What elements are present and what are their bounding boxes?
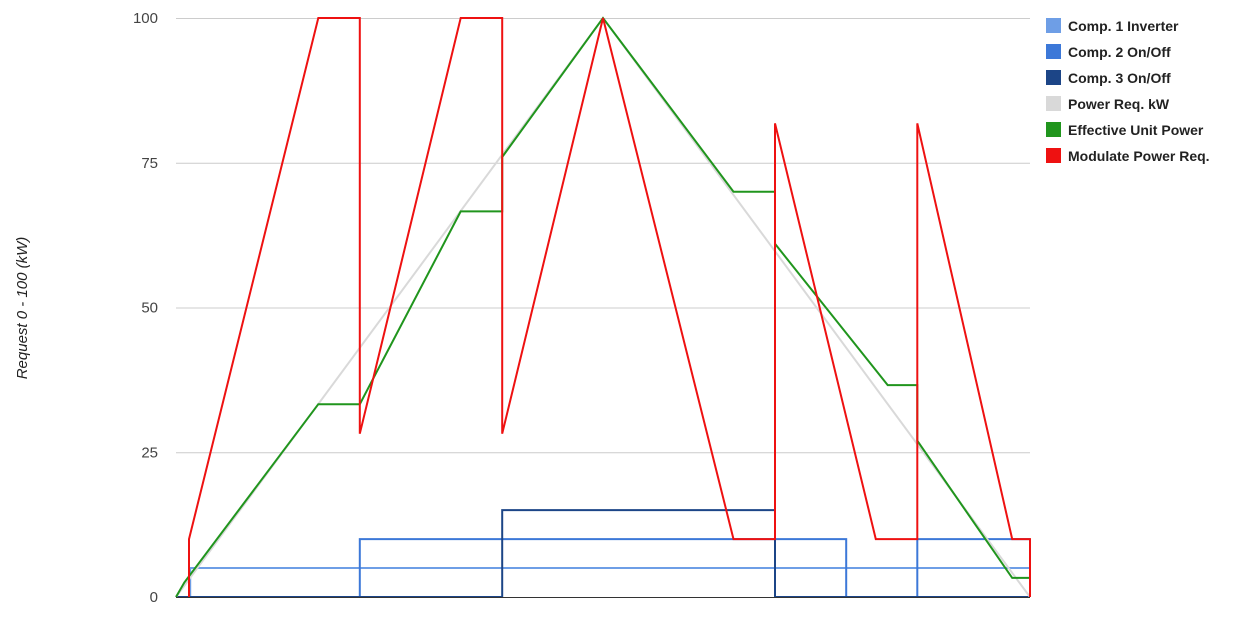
y-tick-label: 0	[150, 589, 158, 606]
y-tick-label: 25	[141, 444, 158, 461]
legend-label: Comp. 3 On/Off	[1068, 70, 1171, 86]
series-line-2	[176, 538, 1030, 598]
series-line-3	[176, 509, 1030, 598]
legend-item[interactable]: Comp. 3 On/Off	[1046, 70, 1171, 86]
series-line-1	[176, 567, 1031, 598]
legend-swatch	[1046, 148, 1061, 163]
legend-item[interactable]: Comp. 1 Inverter	[1046, 18, 1179, 34]
legend-swatch	[1046, 44, 1061, 59]
legend-item[interactable]: Modulate Power Req.	[1046, 148, 1210, 164]
legend-swatch	[1046, 122, 1061, 137]
legend-item[interactable]: Power Req. kW	[1046, 96, 1170, 112]
legend-label: Power Req. kW	[1068, 96, 1170, 112]
legend: Comp. 1 Inverter Comp. 2 On/Off Comp. 3 On…	[1046, 18, 1210, 164]
y-tick-label: 50	[141, 300, 158, 317]
legend-label: Comp. 2 On/Off	[1068, 44, 1171, 60]
legend-swatch	[1046, 70, 1061, 85]
legend-swatch	[1046, 18, 1061, 33]
series-line-5	[175, 16, 1031, 598]
y-tick-label: 100	[133, 10, 158, 27]
y-axis-tick-labels: 0 25 50 75 100	[133, 10, 158, 606]
legend-label: Comp. 1 Inverter	[1068, 18, 1179, 34]
series-line-6	[188, 17, 1031, 597]
legend-item[interactable]: Effective Unit Power	[1046, 122, 1204, 138]
gridlines	[176, 18, 1030, 454]
legend-label: Effective Unit Power	[1068, 122, 1204, 138]
y-tick-label: 75	[141, 155, 158, 172]
legend-item[interactable]: Comp. 2 On/Off	[1046, 44, 1171, 60]
legend-swatch	[1046, 96, 1061, 111]
y-axis-title: Request 0 - 100 (kW)	[14, 237, 31, 380]
legend-label: Modulate Power Req.	[1068, 148, 1210, 164]
